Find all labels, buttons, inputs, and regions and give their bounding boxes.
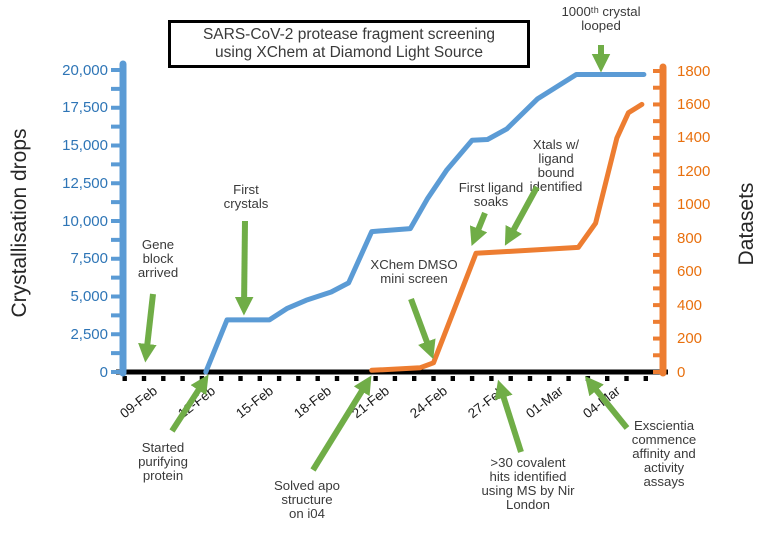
right-axis-tick-label: 600 [677, 263, 703, 281]
left-axis-title: Crystallisation drops [8, 128, 31, 318]
left-axis-tick-label: 7,500 [70, 250, 108, 268]
annotation-text-line: XChem DMSO [370, 257, 458, 272]
chart-title-line2: using XChem at Diamond Light Source [215, 43, 483, 61]
annotation-solved-apo-structure: Solved apo structure on i04 [274, 479, 340, 521]
right-axis-tick-label: 1200 [677, 162, 711, 180]
annotation-text-line: First [233, 182, 259, 197]
annotation-text-line: 1000ᵗʰ crystal [561, 4, 641, 19]
annotation-text-line: bound [537, 165, 575, 180]
x-axis-date-label: 21-Feb [348, 383, 392, 422]
annotation-text-line: arrived [137, 265, 179, 280]
x-axis-date-label: 01-Mar [522, 383, 566, 422]
annotation-1000th-crystal-looped: 1000ᵗʰ crystal looped [561, 5, 640, 33]
right-axis-tick-label: 1000 [677, 196, 711, 214]
annotation-first-crystals: First crystals [224, 183, 269, 211]
annotation-text-line: purifying [138, 454, 188, 469]
annotation-text-line: assays [643, 474, 685, 489]
annotation-text-line: crystals [223, 196, 269, 211]
annotation-gene-block-arrived: Gene block arrived [138, 238, 178, 280]
annotation-text-line: commence [631, 432, 697, 447]
annotation-text-line: block [142, 251, 174, 266]
x-axis-date-label: 24-Feb [406, 383, 450, 422]
annotation-text-line: hits identified [489, 469, 567, 484]
left-axis-tick-label: 0 [99, 363, 108, 381]
annotation-text-line: activity [643, 460, 685, 475]
annotation-text-line: ligand [538, 151, 574, 166]
annotation-text-line: Xtals w/ [532, 137, 580, 152]
annotation-text-line: First ligand [458, 180, 524, 195]
annotation-text-line: soaks [473, 194, 509, 209]
annotation-text-line: protein [142, 468, 184, 483]
annotation-xtals-ligand-bound: Xtals w/ligand bound identified [530, 138, 583, 194]
annotation-text-line: structure [281, 492, 333, 507]
right-axis-tick-label: 400 [677, 296, 703, 314]
left-axis-tick-label: 10,000 [62, 212, 108, 230]
chart-title-line1: SARS-CoV-2 protease fragment screening [202, 26, 496, 43]
annotation-text-line: Solved apo [274, 478, 340, 493]
annotation-text-line: looped [581, 18, 621, 33]
x-axis-date-label: 04-Mar [580, 383, 624, 422]
annotation-text-line: >30 covalent [490, 455, 566, 470]
x-axis-date-label: 18-Feb [290, 383, 334, 422]
annotation-covalent-hits: >30 covalent hits identified using MS by N… [481, 456, 574, 512]
annotation-text-line: affinity and [632, 446, 696, 461]
annotation-text-line: Started [141, 440, 185, 455]
x-axis-date-label: 12-Feb [175, 383, 219, 422]
left-axis-tick-label: 2,500 [70, 325, 108, 343]
annotation-started-purifying-protein: Started purifying protein [138, 441, 188, 483]
annotation-text-line: on i04 [289, 506, 325, 521]
x-axis-date-label: 09-Feb [117, 383, 161, 422]
left-axis-tick-label: 12,500 [62, 174, 108, 192]
right-axis-tick-label: 0 [677, 363, 686, 381]
right-axis-tick-label: 1600 [677, 95, 711, 113]
annotation-text-line: mini screen [380, 271, 448, 286]
left-axis-tick-label: 5,000 [70, 288, 108, 305]
right-axis-tick-label: 800 [677, 229, 703, 247]
chart-title: SARS-CoV-2 protease fragment screening u… [168, 20, 530, 68]
x-axis-date-label: 27-Feb [464, 383, 508, 422]
annotation-first-ligand-soaks: First ligand soaks [459, 181, 524, 209]
annotation-text-line: identified [529, 179, 583, 194]
left-axis-tick-label: 17,500 [62, 99, 108, 117]
right-axis-title: Datasets [735, 182, 758, 266]
annotation-text-line: London [505, 497, 551, 512]
annotation-text-line: using MS by Nir [481, 483, 575, 498]
right-axis-tick-label: 1800 [677, 62, 711, 80]
annotation-xchem-dmso-mini-screen: XChem DMSO mini screen [370, 258, 457, 286]
right-axis-tick-label: 200 [677, 330, 703, 348]
right-axis-tick-label: 1400 [677, 129, 711, 147]
left-axis-tick-label: 15,000 [62, 137, 108, 154]
annotation-text-line: Gene [141, 237, 175, 252]
left-axis-tick-label: 20,000 [62, 61, 108, 79]
annotation-text-line: Exscientia [633, 418, 695, 433]
x-axis-date-label: 15-Feb [233, 383, 277, 422]
annotation-exscientia-assays: Exscientia commence affinity and activity as… [632, 419, 697, 489]
